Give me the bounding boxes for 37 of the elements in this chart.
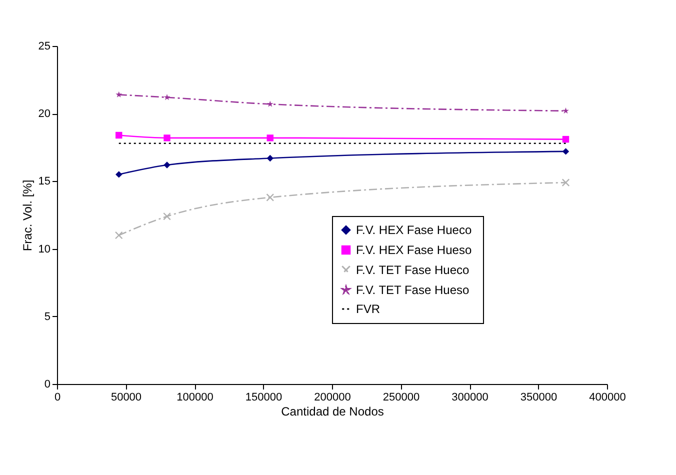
x-tick-label: 300000 — [452, 392, 488, 404]
x-tick-label: 0 — [54, 392, 61, 404]
x-tick-label: 400000 — [589, 392, 626, 404]
point — [562, 148, 570, 155]
point — [266, 134, 274, 142]
point — [266, 100, 274, 107]
point — [164, 162, 170, 168]
x-tick-label: 150000 — [245, 392, 282, 404]
point — [266, 193, 274, 202]
x-tick-label: 50000 — [110, 392, 142, 404]
y-tick-label: 15 — [38, 176, 50, 188]
point — [114, 231, 123, 240]
legend-label: F.V. HEX Fase Hueco — [356, 223, 472, 237]
legend-label: F.V. TET Fase Hueso — [356, 283, 470, 297]
legend-label: F.V. HEX Fase Hueso — [356, 243, 472, 257]
legend-label: FVR — [356, 302, 380, 316]
point — [562, 108, 569, 114]
y-tick-label: 25 — [38, 40, 50, 52]
y-tick-label: 0 — [44, 378, 50, 390]
point — [562, 136, 570, 143]
x-axis-title: Cantidad de Nodos — [281, 404, 384, 418]
point — [562, 178, 570, 187]
legend-label: F.V. TET Fase Hueco — [356, 263, 470, 277]
x-tick-label: 200000 — [314, 392, 351, 404]
x-tick-label: 250000 — [382, 392, 420, 404]
point — [116, 132, 122, 139]
x-tick-label: 100000 — [176, 392, 214, 404]
point — [116, 91, 122, 98]
point — [266, 154, 274, 162]
point — [116, 171, 122, 178]
y-tick-label: 20 — [38, 108, 50, 120]
point — [164, 134, 170, 142]
point — [163, 212, 171, 220]
y-axis-title: Frac. Vol. [%] — [20, 180, 34, 252]
x-tick-label: 350000 — [520, 392, 558, 404]
y-tick-label: 5 — [44, 310, 50, 323]
y-tick-label: 10 — [38, 243, 50, 256]
